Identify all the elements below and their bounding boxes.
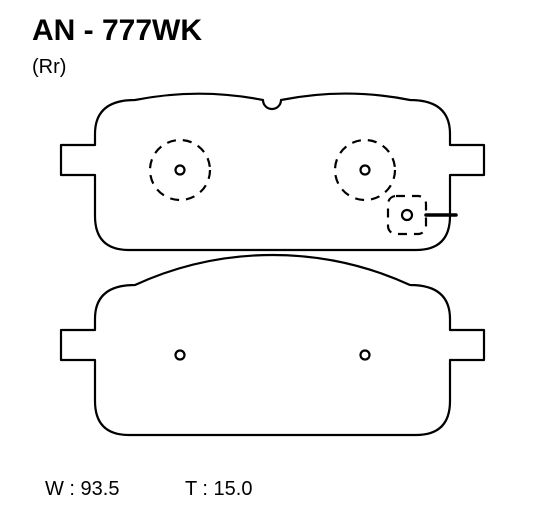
pad-outline [61, 255, 484, 435]
dimension-width: W : 93.5 [45, 478, 119, 501]
brake-pad-drawing [0, 0, 545, 513]
bore-circle [335, 140, 395, 200]
dimension-thickness: T : 15.0 [185, 478, 252, 501]
wear-sensor-box [388, 196, 426, 234]
pad-outline [61, 94, 484, 250]
hole-circle [361, 351, 370, 360]
hole-circle [176, 351, 185, 360]
bore-circle [150, 140, 210, 200]
wear-sensor-hole [402, 210, 412, 220]
hole-circle [176, 166, 185, 175]
hole-circle [361, 166, 370, 175]
